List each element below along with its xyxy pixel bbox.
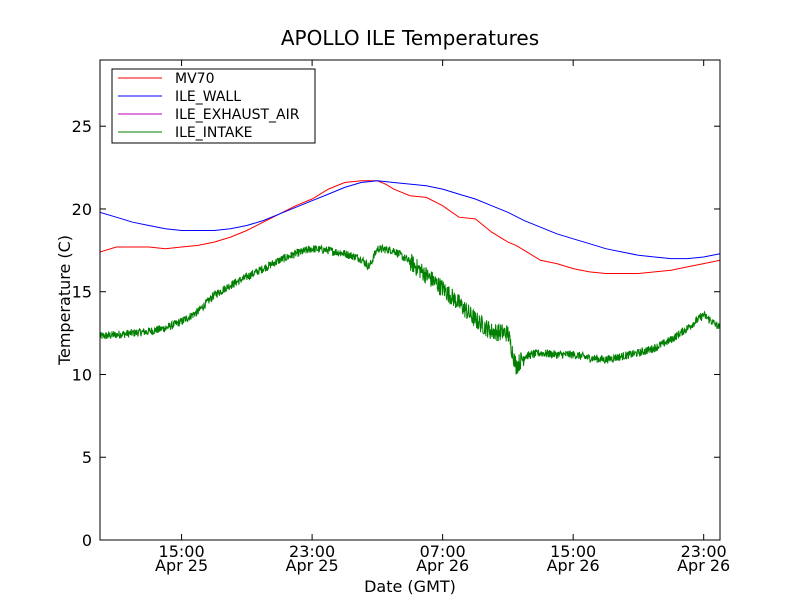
legend-box	[111, 68, 316, 144]
y-axis: 0 5 10 15 20 25	[72, 117, 720, 550]
legend: MV70 ILE_WALL ILE_EXHAUST_AIR ILE_INTAKE	[111, 68, 316, 144]
y-tick-label: 25	[72, 117, 92, 136]
plot-area	[99, 59, 721, 541]
legend-label-ile-intake: ILE_INTAKE	[175, 125, 252, 141]
y-tick-label: 20	[72, 200, 92, 219]
x-tick-label-time: 07:00	[420, 542, 466, 561]
series-line-ile-wall	[100, 180, 720, 260]
y-tick-label: 10	[72, 365, 92, 384]
x-tick-label-date: Apr 25	[155, 556, 208, 575]
legend-label-mv70: MV70	[175, 71, 214, 87]
chart-title: APOLLO ILE Temperatures	[281, 26, 539, 50]
series-line-mv70	[100, 180, 720, 274]
x-tick-label-time: 15:00	[550, 542, 596, 561]
x-tick-label-date: Apr 26	[677, 556, 730, 575]
series-line-ile-intake	[100, 243, 720, 375]
y-axis-title: Temperature (C)	[55, 235, 74, 366]
legend-label-ile-exhaust-air: ILE_EXHAUST_AIR	[175, 107, 300, 123]
series-layer	[100, 180, 720, 375]
x-tick-label-date: Apr 26	[416, 556, 469, 575]
x-axis-title: Date (GMT)	[364, 577, 456, 596]
y-tick-label: 15	[72, 283, 92, 302]
y-tick-label: 5	[82, 448, 92, 467]
x-tick-label-date: Apr 26	[547, 556, 600, 575]
y-tick-label: 0	[82, 531, 92, 550]
legend-label-ile-wall: ILE_WALL	[175, 89, 241, 105]
x-tick-label-time: 23:00	[289, 542, 335, 561]
x-tick-label-date: Apr 25	[286, 556, 339, 575]
x-tick-label-time: 15:00	[159, 542, 205, 561]
x-tick-label-time: 23:00	[681, 542, 727, 561]
plot-frame	[99, 59, 721, 541]
